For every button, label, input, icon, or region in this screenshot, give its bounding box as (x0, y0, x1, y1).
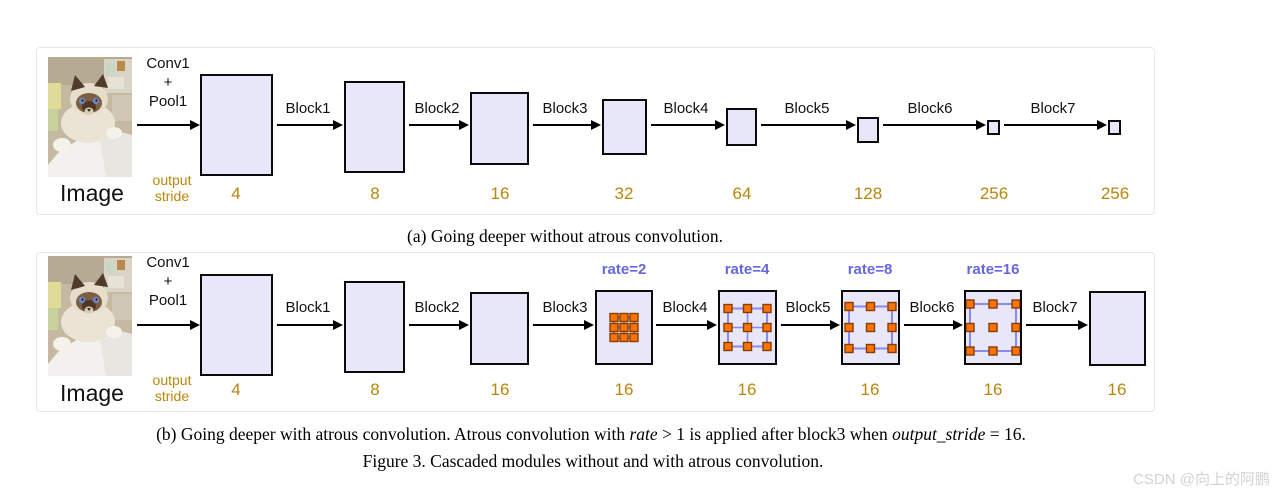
output-line: output (152, 172, 192, 188)
block-label-b1: Block1 (285, 299, 331, 316)
csdn-watermark: CSDN @向上的阿鹏 (1133, 471, 1270, 488)
stride-a6: 128 (853, 184, 883, 203)
arrow-a3 (409, 120, 469, 130)
arrow-b5 (656, 320, 717, 330)
arrow-a1 (137, 120, 200, 130)
pool1-line: Pool1 (148, 292, 188, 309)
feature-map-a6 (857, 117, 879, 143)
block-label-a5: Block5 (784, 100, 830, 117)
feature-map-a5 (726, 108, 757, 146)
block-label-a3: Block3 (542, 100, 588, 117)
arrow-a2 (277, 120, 343, 130)
figure-caption: Figure 3. Cascaded modules without and w… (362, 451, 824, 471)
atrous-kernel-rate16 (966, 299, 1020, 356)
arrow-a8 (1004, 120, 1107, 130)
feature-map-b5-rate4 (718, 290, 777, 365)
feature-map-b3 (470, 292, 529, 365)
feature-map-b7-rate16 (964, 290, 1022, 365)
stride-b8: 16 (1107, 380, 1127, 399)
conv1-line: Conv1 (146, 55, 190, 72)
feature-map-a4 (602, 99, 647, 155)
stride-a2: 8 (370, 184, 380, 203)
rate-label-2: rate=2 (601, 261, 647, 278)
feature-map-a3 (470, 92, 529, 165)
stride-b7: 16 (983, 380, 1003, 399)
atrous-kernel-rate2 (609, 312, 639, 343)
arrow-b1 (137, 320, 200, 330)
block-label-b7: Block7 (1032, 299, 1078, 316)
block-label-b4: Block4 (662, 299, 708, 316)
arrow-b4 (533, 320, 594, 330)
output-stride-label-a: output stride (140, 172, 204, 204)
stride-b6: 16 (860, 380, 880, 399)
feature-map-a8 (1108, 120, 1121, 135)
caption-b-prefix: (b) Going deeper with atrous convolution… (156, 424, 630, 444)
output-stride-label-b: output stride (140, 372, 204, 404)
stride-b4: 16 (614, 380, 634, 399)
stride-a3: 16 (490, 184, 510, 203)
arrow-a7 (883, 120, 986, 130)
block-label-a1: Block1 (285, 100, 331, 117)
rate-label-8: rate=8 (847, 261, 893, 278)
arrow-b6 (781, 320, 840, 330)
conv-pool-label-b: Conv1 + Pool1 (134, 253, 202, 310)
feature-map-a7 (987, 120, 1000, 135)
conv1-line: Conv1 (146, 254, 190, 271)
feature-map-b2 (344, 281, 405, 373)
caption-b-mid: > 1 is applied after block3 when (657, 424, 893, 444)
caption-b-outputstride-var: output_stride (892, 424, 986, 444)
caption-a: (a) Going deeper without atrous convolut… (407, 226, 723, 246)
stride-b3: 16 (490, 380, 510, 399)
caption-b-rate-var: rate (629, 424, 658, 444)
stride-a7: 256 (979, 184, 1009, 203)
plus-line: + (163, 273, 173, 290)
stride-a8: 256 (1100, 184, 1130, 203)
stride-a4: 32 (614, 184, 634, 203)
image-label-a: Image (60, 180, 124, 206)
stride-line: stride (154, 188, 190, 204)
feature-map-b1 (200, 274, 273, 376)
rate-label-4: rate=4 (724, 261, 770, 278)
block-label-a4: Block4 (663, 100, 709, 117)
stride-a1: 4 (231, 184, 241, 203)
feature-map-a1 (200, 74, 273, 176)
stride-b1: 4 (231, 380, 241, 399)
caption-b-suffix: = 16. (985, 424, 1026, 444)
arrow-b3 (409, 320, 469, 330)
block-label-b3: Block3 (542, 299, 588, 316)
arrow-b8 (1026, 320, 1088, 330)
arrow-b2 (277, 320, 343, 330)
arrow-b7 (904, 320, 963, 330)
block-label-a6: Block6 (907, 100, 953, 117)
feature-map-b4-rate2 (595, 290, 653, 365)
cat-photo-a (48, 57, 132, 177)
arrow-a6 (761, 120, 856, 130)
arrow-a5 (651, 120, 725, 130)
plus-line: + (163, 74, 173, 91)
feature-map-a2 (344, 81, 405, 173)
image-label-b: Image (60, 380, 124, 406)
stride-a5: 64 (732, 184, 752, 203)
conv-pool-label-a: Conv1 + Pool1 (134, 54, 202, 111)
block-label-b6: Block6 (909, 299, 955, 316)
stride-b5: 16 (737, 380, 757, 399)
block-label-b2: Block2 (414, 299, 460, 316)
caption-b: (b) Going deeper with atrous convolution… (0, 424, 1182, 445)
block-label-b5: Block5 (785, 299, 831, 316)
block-label-a7: Block7 (1030, 100, 1076, 117)
atrous-kernel-rate4 (723, 303, 772, 352)
pool1-line: Pool1 (148, 93, 188, 110)
output-line: output (152, 372, 192, 388)
cat-photo-b (48, 256, 132, 376)
atrous-kernel-rate8 (844, 301, 897, 354)
rate-label-16: rate=16 (966, 261, 1020, 278)
feature-map-b6-rate8 (841, 290, 900, 365)
feature-map-b8 (1089, 291, 1146, 366)
block-label-a2: Block2 (414, 100, 460, 117)
stride-b2: 8 (370, 380, 380, 399)
arrow-a4 (533, 120, 601, 130)
stride-line: stride (154, 388, 190, 404)
